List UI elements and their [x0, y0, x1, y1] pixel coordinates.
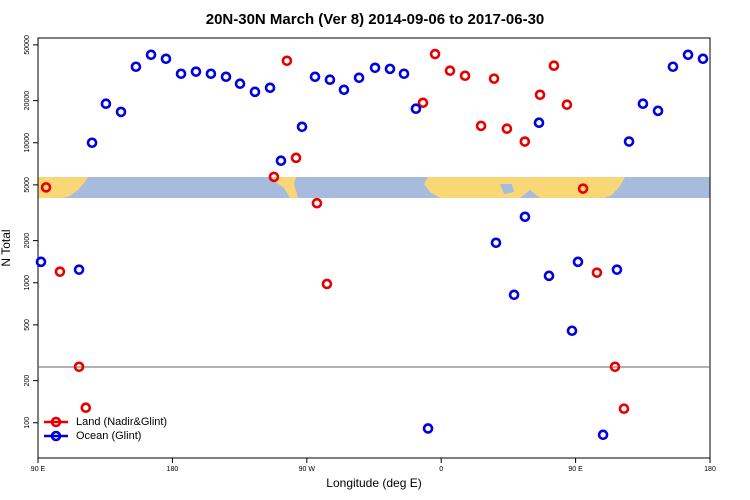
- data-point: [264, 82, 276, 94]
- data-point: [311, 197, 323, 209]
- x-tick-label: 90 E: [31, 466, 46, 473]
- data-point: [130, 61, 142, 73]
- y-tick-label: 200: [24, 375, 31, 387]
- data-point: [475, 120, 487, 132]
- data-point: [384, 63, 396, 75]
- data-point: [160, 53, 172, 65]
- data-point: [35, 256, 47, 268]
- data-point: [488, 73, 500, 84]
- data-point: [561, 99, 573, 110]
- chart-title: 20N-30N March (Ver 8) 2014-09-06 to 2017…: [206, 11, 545, 28]
- data-point: [80, 402, 92, 414]
- data-point: [459, 70, 471, 82]
- data-point: [697, 53, 709, 65]
- data-point: [682, 49, 694, 61]
- data-point: [205, 68, 217, 80]
- data-point: [268, 171, 280, 183]
- data-point: [519, 211, 531, 223]
- data-point: [422, 423, 434, 434]
- data-point: [444, 65, 456, 77]
- data-point: [249, 86, 261, 98]
- data-point: [429, 48, 441, 60]
- data-point: [54, 266, 66, 277]
- data-point: [290, 152, 302, 164]
- data-point: [543, 270, 555, 282]
- data-point: [353, 72, 365, 84]
- y-tick-label: 50000: [24, 35, 31, 55]
- y-tick-label: 500: [24, 319, 31, 331]
- x-tick-label: 90 E: [568, 466, 583, 473]
- data-point: [637, 98, 649, 110]
- data-point: [519, 136, 531, 147]
- legend-marker: [50, 430, 62, 442]
- y-tick-label: 100: [24, 417, 31, 429]
- data-point: [86, 137, 98, 149]
- data-point: [533, 117, 545, 129]
- data-point: [281, 55, 293, 67]
- data-point: [220, 71, 232, 83]
- data-point: [597, 429, 609, 441]
- map-strip: [38, 177, 710, 198]
- data-point: [321, 278, 333, 290]
- data-point: [577, 183, 589, 194]
- x-tick-label: 90 W: [299, 466, 316, 473]
- data-point: [275, 155, 287, 167]
- x-tick-label: 0: [439, 466, 443, 473]
- y-tick-label: 5000: [24, 177, 31, 193]
- data-point: [609, 361, 621, 373]
- data-point: [100, 98, 112, 110]
- data-point: [572, 256, 584, 268]
- data-point: [145, 49, 157, 61]
- data-point: [398, 68, 410, 80]
- data-point: [508, 289, 520, 301]
- data-point: [115, 106, 127, 118]
- data-point: [296, 121, 308, 133]
- data-point: [566, 325, 578, 337]
- data-point: [40, 182, 52, 193]
- legend-marker: [50, 416, 62, 428]
- legend-label: Land (Nadir&Glint): [76, 416, 167, 428]
- data-point: [324, 74, 336, 86]
- y-tick-label: 20000: [24, 91, 31, 111]
- data-point: [490, 237, 502, 249]
- data-point: [501, 123, 513, 134]
- data-point: [623, 136, 635, 147]
- data-point: [175, 68, 187, 80]
- y-tick-label: 1000: [24, 275, 31, 291]
- data-point: [190, 66, 202, 77]
- data-point: [410, 103, 422, 115]
- data-point: [611, 264, 623, 275]
- data-point: [338, 84, 350, 96]
- data-point: [667, 61, 679, 73]
- data-point: [73, 361, 85, 373]
- plot-frame: [37, 37, 711, 459]
- x-tick-label: 180: [704, 466, 716, 473]
- data-point: [309, 71, 321, 83]
- y-axis-label: N Total: [0, 229, 13, 266]
- data-point: [618, 403, 630, 414]
- data-point: [591, 267, 603, 278]
- y-tick-label: 10000: [24, 133, 31, 153]
- data-point: [534, 89, 546, 101]
- data-point: [652, 105, 664, 117]
- data-point: [548, 60, 560, 72]
- y-tick-label: 2000: [24, 233, 31, 249]
- data-point: [234, 78, 246, 90]
- data-point: [369, 62, 381, 74]
- data-point: [73, 264, 85, 275]
- data-point: [417, 97, 429, 109]
- x-axis-label: Longitude (deg E): [326, 476, 421, 490]
- legend-label: Ocean (Glint): [76, 430, 141, 442]
- x-tick-label: 180: [167, 466, 179, 473]
